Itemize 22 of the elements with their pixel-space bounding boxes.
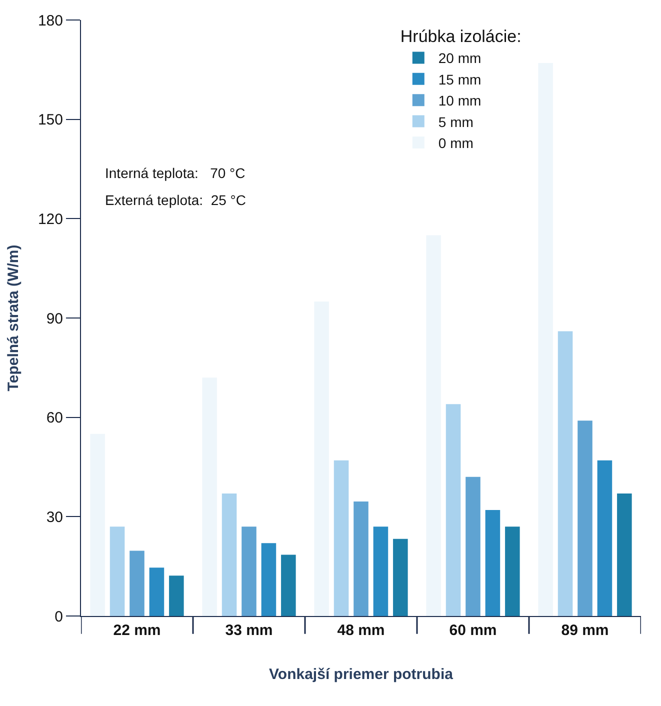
- x-tick-label: 22 mm: [113, 622, 161, 639]
- annotation: Interná teplota: 70 °C: [105, 165, 246, 181]
- x-tick-label: 60 mm: [449, 622, 497, 639]
- y-tick-label: 180: [38, 12, 63, 30]
- x-tick-label: 89 mm: [561, 622, 609, 639]
- legend-label: 0 mm: [438, 134, 474, 151]
- x-axis-title: Vonkajší priemer potrubia: [269, 666, 454, 683]
- x-tick-label: 33 mm: [225, 622, 273, 639]
- y-tick-label: 30: [46, 508, 63, 526]
- legend-label: 20 mm: [438, 50, 482, 66]
- legend-label: 10 mm: [438, 92, 482, 109]
- y-axis-title: Tepelná strata (W/m): [5, 244, 22, 392]
- y-tick-label: 60: [46, 410, 63, 427]
- y-tick-label: 150: [38, 112, 63, 129]
- y-tick-label: 90: [46, 310, 63, 328]
- y-tick-label: 120: [38, 210, 63, 228]
- legend-title: Hrúbka izolácie:: [400, 27, 522, 46]
- legend-label: 15 mm: [438, 71, 482, 88]
- y-tick-label: 0: [54, 608, 63, 626]
- annotation: Externá teplota: 25 °C: [105, 192, 246, 208]
- legend-label: 5 mm: [438, 114, 474, 130]
- x-tick-label: 48 mm: [337, 622, 385, 639]
